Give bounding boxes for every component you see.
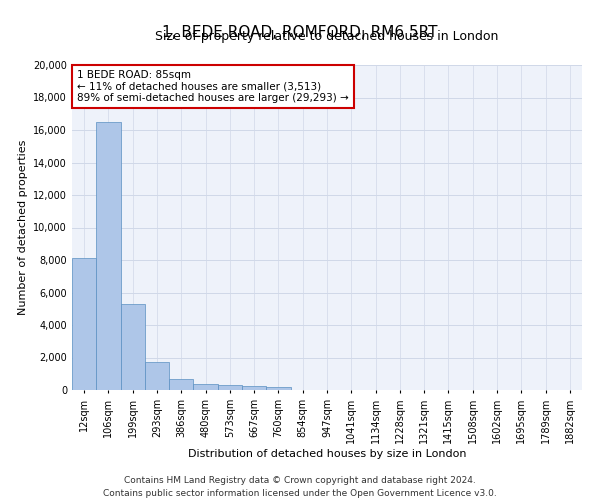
Y-axis label: Number of detached properties: Number of detached properties [18,140,28,315]
Bar [96,122,121,390]
Text: Contains HM Land Registry data © Crown copyright and database right 2024.
Contai: Contains HM Land Registry data © Crown c… [103,476,497,498]
Bar [242,386,266,390]
Bar [72,258,96,390]
Bar [169,379,193,390]
Text: 1 BEDE ROAD: 85sqm
← 11% of detached houses are smaller (3,513)
89% of semi-deta: 1 BEDE ROAD: 85sqm ← 11% of detached hou… [77,70,349,103]
Bar [193,384,218,390]
X-axis label: Distribution of detached houses by size in London: Distribution of detached houses by size … [188,448,466,458]
Text: 1, BEDE ROAD, ROMFORD, RM6 5RT: 1, BEDE ROAD, ROMFORD, RM6 5RT [162,25,438,40]
Bar [121,304,145,390]
Bar [266,387,290,390]
Bar [218,386,242,390]
Bar [145,362,169,390]
Title: Size of property relative to detached houses in London: Size of property relative to detached ho… [155,30,499,43]
